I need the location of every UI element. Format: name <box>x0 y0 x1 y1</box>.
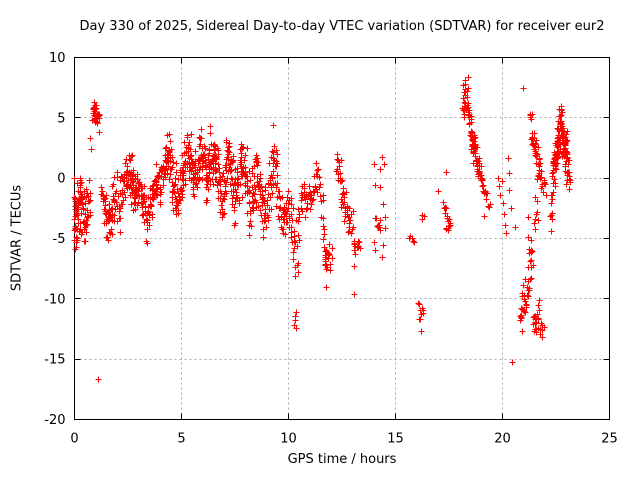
svg-text:5: 5 <box>57 111 65 126</box>
chart-title: Day 330 of 2025, Sidereal Day-to-day VTE… <box>79 19 605 34</box>
y-axis-title: SDTVAR / TECUs <box>9 184 25 292</box>
y-tick-labels: -20 -15 -10 -5 0 5 10 <box>44 51 65 428</box>
x-tick-labels: 0 5 10 15 20 25 <box>70 432 617 447</box>
svg-text:-20: -20 <box>44 413 65 428</box>
svg-text:-10: -10 <box>44 292 65 307</box>
svg-text:25: 25 <box>601 432 618 447</box>
svg-text:15: 15 <box>387 432 404 447</box>
x-axis-title: GPS time / hours <box>287 452 397 467</box>
svg-text:5: 5 <box>177 432 185 447</box>
svg-text:0: 0 <box>70 432 78 447</box>
svg-text:0: 0 <box>57 172 65 187</box>
svg-text:-15: -15 <box>44 353 65 368</box>
gridlines <box>74 57 610 420</box>
svg-text:20: 20 <box>494 432 511 447</box>
scatter-points <box>71 74 574 383</box>
svg-text:10: 10 <box>49 51 66 66</box>
svg-text:-5: -5 <box>53 232 66 247</box>
svg-text:10: 10 <box>280 432 297 447</box>
